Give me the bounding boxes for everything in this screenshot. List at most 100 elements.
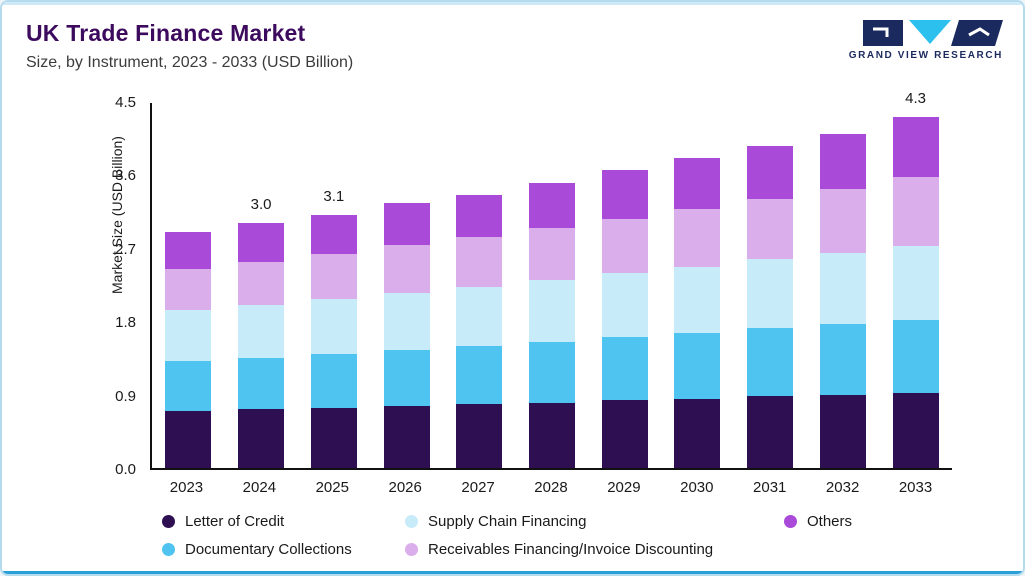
y-axis-ticks: 0.0 0.9 1.8 2.7 3.6 4.5 — [98, 94, 142, 478]
bar-segment — [674, 398, 721, 468]
bar-segment — [892, 117, 939, 177]
bar-segment — [238, 409, 285, 468]
logo-mark-icon — [863, 20, 1003, 46]
y-tick-label: 0.9 — [115, 387, 136, 405]
plot-area: 3.0 3.1 4.3 — [150, 90, 952, 470]
legend-label: Receivables Financing/Invoice Discountin… — [428, 541, 714, 558]
y-tick-label: 2.7 — [115, 240, 136, 258]
bar-segment — [892, 319, 939, 393]
bar-segment — [165, 269, 212, 310]
bar-segment — [674, 332, 721, 399]
bar-segment — [165, 361, 212, 411]
bar-segment — [456, 345, 503, 405]
page-title: UK Trade Finance Market — [26, 20, 306, 46]
bar-segment — [310, 254, 357, 300]
bar-segment — [819, 323, 866, 395]
bar-segment — [819, 189, 866, 253]
bar-segment — [747, 327, 794, 397]
bar-2024: 3.0 — [238, 196, 285, 468]
y-tick-label: 0.0 — [115, 461, 136, 478]
bar-2031 — [747, 145, 794, 468]
bar-segment — [383, 202, 430, 246]
bar-segment — [238, 223, 285, 262]
legend-swatch-icon — [784, 515, 797, 528]
y-tick-label: 1.8 — [115, 314, 136, 332]
bar-segment — [528, 402, 575, 468]
bar-segment — [165, 231, 212, 270]
bar-segment — [892, 176, 939, 247]
bar-segment — [747, 198, 794, 260]
legend-label: Others — [807, 513, 853, 530]
x-tick-label: 2024 — [242, 479, 277, 496]
legend-item: Receivables Financing/Invoice Discountin… — [405, 541, 784, 558]
legend-item: Supply Chain Financing — [405, 513, 784, 530]
x-tick-label: 2023 — [169, 479, 204, 496]
x-axis-labels: 2023 2024 2025 2026 2027 2028 2029 2030 2031 2032… — [150, 479, 952, 496]
bar-value-label: 3.0 — [250, 196, 272, 214]
legend-item: Letter of Credit — [162, 513, 405, 530]
legend-label: Documentary Collections — [185, 541, 352, 558]
page-subtitle: Size, by Instrument, 2023 - 2033 (USD Bi… — [26, 54, 354, 71]
bar-segment — [238, 357, 285, 410]
x-tick-label: 2026 — [388, 479, 422, 496]
bar-segment — [747, 145, 794, 199]
x-tick-label: 2025 — [315, 479, 349, 496]
grand-view-research-logo: GRAND VIEW RESEARCH — [849, 20, 1003, 61]
legend-swatch-icon — [405, 543, 418, 556]
bar-segment — [892, 246, 939, 320]
bar-segment — [601, 336, 648, 401]
x-tick-label: 2029 — [607, 479, 641, 496]
bar-2028 — [528, 182, 575, 468]
bar-2030 — [674, 158, 721, 468]
bar-segment — [819, 133, 866, 190]
logo-text: GRAND VIEW RESEARCH — [848, 50, 1003, 61]
legend-filler — [784, 541, 972, 558]
bar-segment — [310, 353, 357, 408]
bar-segment — [892, 393, 939, 468]
x-tick-label: 2031 — [753, 479, 787, 496]
bar-segment — [383, 245, 430, 293]
y-tick-label: 4.5 — [115, 94, 136, 111]
legend-label: Supply Chain Financing — [428, 513, 587, 530]
bar-2032 — [819, 133, 866, 468]
bar-segment — [601, 170, 648, 219]
bar-segment — [528, 182, 575, 229]
bar-segment — [310, 215, 357, 255]
bar-2025: 3.1 — [310, 188, 357, 468]
x-tick-label: 2033 — [898, 479, 933, 496]
bar-segment — [383, 292, 430, 350]
bar-segment — [456, 404, 503, 468]
bar-segment — [383, 406, 430, 468]
bar-segment — [601, 400, 648, 468]
bar-segment — [747, 396, 794, 468]
bar-2023 — [165, 231, 212, 468]
bar-segment — [165, 309, 212, 362]
bar-segment — [456, 194, 503, 238]
bar-value-label: 4.3 — [905, 90, 926, 108]
bar-2026 — [383, 202, 430, 468]
x-tick-label: 2032 — [825, 479, 860, 496]
x-tick-label: 2030 — [680, 479, 714, 496]
bar-segment — [238, 304, 285, 358]
legend: Letter of Credit Supply Chain Financing Ot… — [162, 513, 972, 558]
bar-segment — [528, 341, 575, 403]
chart-header: UK Trade Finance Market Size, by Instrum… — [26, 20, 1003, 72]
bar-value-label: 3.1 — [323, 188, 345, 206]
bar-segment — [528, 228, 575, 281]
legend-swatch-icon — [405, 515, 418, 528]
title-block: UK Trade Finance Market Size, by Instrum… — [26, 20, 353, 72]
bar-2029 — [601, 170, 648, 468]
bar-segment — [383, 349, 430, 406]
bar-segment — [310, 299, 357, 354]
legend-item: Others — [784, 513, 972, 530]
legend-swatch-icon — [162, 515, 175, 528]
bar-segment — [456, 237, 503, 288]
bar-segment — [165, 410, 212, 468]
bar-segment — [819, 394, 866, 468]
legend-swatch-icon — [162, 543, 175, 556]
legend-label: Letter of Credit — [185, 513, 285, 530]
x-tick-label: 2028 — [534, 479, 568, 496]
bar-segment — [601, 273, 648, 337]
legend-item: Documentary Collections — [162, 541, 405, 558]
